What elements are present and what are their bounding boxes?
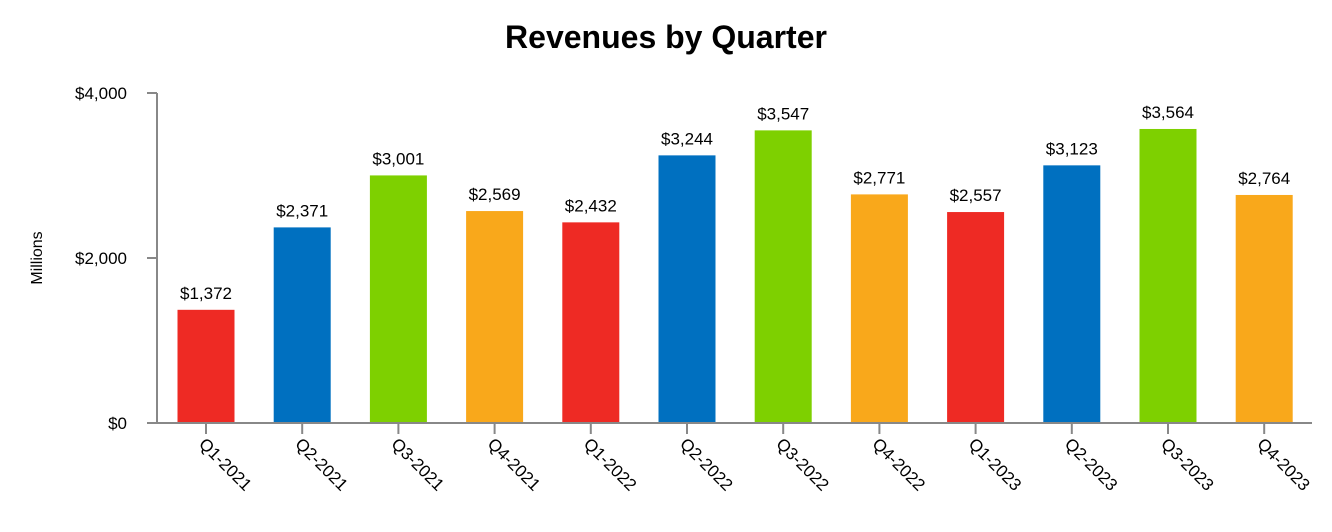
data-label: $2,557 — [950, 186, 1002, 205]
bar — [177, 309, 235, 423]
bar — [1235, 194, 1293, 423]
x-tick-label: Q1-2023 — [965, 434, 1025, 494]
data-label: $3,001 — [372, 149, 424, 168]
bar — [1043, 165, 1101, 424]
x-axis: Q1-2021 Q2-2021 Q3-2021 Q4-2021 Q1-2022 Q2-20… — [147, 422, 1314, 495]
data-label: $3,244 — [661, 129, 713, 148]
bar — [658, 155, 716, 423]
data-label: $2,371 — [276, 201, 328, 220]
x-tick-label: Q4-2023 — [1253, 434, 1313, 494]
x-tick-label: Q4-2021 — [484, 434, 544, 494]
bar — [754, 130, 812, 423]
bar — [369, 175, 427, 423]
x-tick-label: Q4-2022 — [869, 434, 929, 494]
y-tick-label: $0 — [108, 414, 127, 433]
bar — [1139, 128, 1197, 423]
data-label: $2,764 — [1238, 169, 1290, 188]
bar — [466, 211, 524, 423]
data-label: $3,123 — [1046, 139, 1098, 158]
data-label: $3,547 — [757, 104, 809, 123]
y-axis: $0 $2,000 $4,000 — [75, 84, 158, 433]
x-tick-label: Q2-2022 — [676, 434, 736, 494]
data-label: $1,372 — [180, 284, 232, 303]
bar — [947, 212, 1005, 423]
y-axis-label: Millions — [29, 231, 46, 284]
data-label: $2,569 — [469, 185, 521, 204]
bars: $1,372 $2,371 $3,001 $2,569 $2,432 $3,244 $3,5… — [177, 103, 1293, 424]
x-tick-label: Q2-2023 — [1061, 434, 1121, 494]
x-tick-label: Q2-2021 — [291, 434, 351, 494]
y-tick-label: $2,000 — [75, 249, 127, 268]
x-tick-label: Q1-2021 — [195, 434, 255, 494]
data-label: $2,432 — [565, 196, 617, 215]
data-label: $2,771 — [853, 168, 905, 187]
chart-title: Revenues by Quarter — [505, 19, 827, 55]
bar — [562, 222, 620, 423]
x-tick-label: Q1-2022 — [580, 434, 640, 494]
bar — [850, 194, 908, 423]
data-label: $3,564 — [1142, 103, 1194, 122]
x-tick-label: Q3-2022 — [772, 434, 832, 494]
y-tick-label: $4,000 — [75, 84, 127, 103]
x-tick-label: Q3-2023 — [1157, 434, 1217, 494]
x-tick-label: Q3-2021 — [388, 434, 448, 494]
bar — [273, 227, 331, 423]
